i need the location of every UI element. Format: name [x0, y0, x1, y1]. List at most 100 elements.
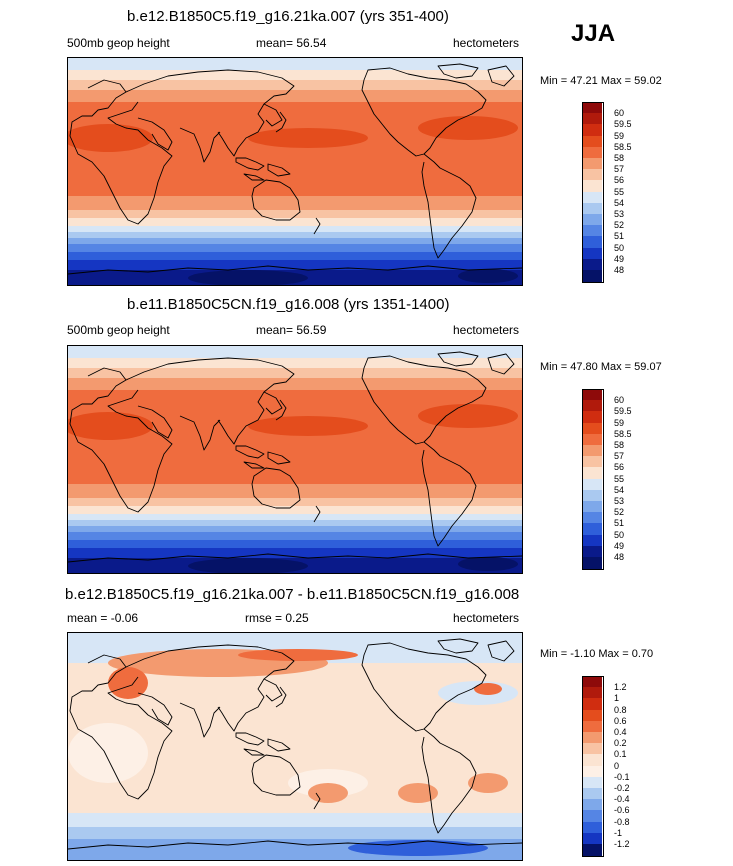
- labelbar-swatch: [582, 191, 602, 204]
- labelbar-swatch: [582, 765, 602, 778]
- contour-band: [68, 498, 522, 506]
- labelbar-swatch: [582, 169, 602, 181]
- labelbar-label: -0.4: [614, 794, 630, 805]
- labelbar-label: 0.8: [614, 704, 627, 715]
- panel-2-mean: mean= 56.59: [256, 323, 327, 337]
- labelbar-swatch: [582, 743, 602, 755]
- labelbar-swatch: [582, 180, 602, 193]
- labelbar-swatch: [582, 456, 602, 468]
- contour-band: [68, 514, 522, 520]
- contour-band: [68, 80, 522, 90]
- labelbar-label: 57: [614, 164, 625, 175]
- labelbar-label: 48: [614, 265, 625, 275]
- labelbar-swatch: [582, 258, 602, 271]
- contour-band: [68, 378, 522, 390]
- labelbar-label: 60: [614, 108, 625, 119]
- labelbar-swatch: [582, 445, 602, 457]
- panel-3-minmax: Min = -1.10 Max = 0.70: [540, 648, 654, 660]
- labelbar-label: 51: [614, 518, 625, 529]
- labelbar-label: 58.5: [614, 428, 632, 439]
- labelbar-label: 1.2: [614, 682, 627, 693]
- labelbar-swatch: [582, 467, 602, 480]
- contour-band: [68, 540, 522, 548]
- labelbar-label: -1: [614, 827, 623, 838]
- contour-blob: [68, 412, 153, 440]
- labelbar-swatch: [582, 501, 602, 513]
- labelbar-label: 58: [614, 153, 625, 163]
- labelbar-label: 52: [614, 220, 625, 231]
- labelbar-swatch: [582, 411, 602, 424]
- contour-blob: [348, 840, 488, 856]
- labelbar-swatch: [582, 776, 602, 789]
- labelbar-label: 50: [614, 242, 625, 253]
- panel-1-units: hectometers: [453, 36, 520, 50]
- contour-blob: [188, 270, 308, 285]
- contour-band: [68, 70, 522, 80]
- labelbar-swatch: [582, 158, 602, 170]
- labelbar-swatch: [582, 687, 602, 699]
- labelbar-swatch: [582, 124, 602, 137]
- contour-band: [68, 813, 522, 827]
- contour-band: [68, 232, 522, 238]
- labelbar-swatch: [582, 489, 602, 502]
- labelbar-label: -0.1: [614, 771, 630, 782]
- labelbar-swatch: [582, 214, 602, 226]
- labelbar-swatch: [582, 788, 602, 800]
- contour-band: [68, 526, 522, 532]
- labelbar-label: 59: [614, 417, 625, 428]
- panel-3-units: hectometers: [453, 611, 520, 625]
- labelbar-swatch: [582, 247, 602, 260]
- contour-band: [68, 506, 522, 514]
- labelbar-label: 60: [614, 395, 625, 406]
- contour-blob: [398, 783, 438, 803]
- labelbar-swatch: [582, 832, 602, 845]
- labelbar-label: 58.5: [614, 141, 632, 152]
- labelbar-swatch: [582, 202, 602, 215]
- contour-band: [68, 58, 522, 70]
- labelbar-label: 53: [614, 496, 625, 506]
- labelbar-label: 53: [614, 209, 625, 219]
- contour-blob: [68, 124, 153, 152]
- contour-blob: [418, 404, 518, 428]
- contour-band: [68, 827, 522, 839]
- labelbar-label: -0.6: [614, 805, 630, 816]
- labelbar-label: 58: [614, 440, 625, 450]
- labelbar-label: 55: [614, 473, 625, 484]
- contour-blob: [418, 116, 518, 140]
- labelbar-label: 56: [614, 462, 625, 473]
- labelbar-swatch: [582, 844, 602, 856]
- labelbar-label: 0.2: [614, 738, 627, 749]
- contour-band: [68, 238, 522, 244]
- panel-2-contours: [68, 346, 522, 573]
- labelbar-swatch: [582, 821, 602, 834]
- panel-3-mean: mean = -0.06: [67, 611, 139, 625]
- labelbar-swatch: [582, 135, 602, 148]
- labelbar-swatch: [582, 754, 602, 767]
- labelbar-label: 59.5: [614, 119, 632, 130]
- labelbar-label: 56: [614, 175, 625, 186]
- labelbar-swatch: [582, 523, 602, 536]
- panel-3-map: [67, 632, 523, 861]
- contour-blob: [468, 773, 508, 793]
- labelbar-swatch: [582, 146, 602, 159]
- labelbar-swatch: [582, 676, 602, 688]
- labelbar-label: 50: [614, 529, 625, 540]
- labelbar-swatch: [582, 534, 602, 547]
- contour-blob: [474, 683, 502, 695]
- panel-1-variable-label: 500mb geop height: [67, 36, 170, 50]
- labelbar-label: -1.2: [614, 839, 630, 849]
- labelbar-swatch: [582, 236, 602, 249]
- panel-3-contours: [68, 633, 522, 860]
- labelbar-swatch: [582, 422, 602, 435]
- labelbar-label: 0.6: [614, 715, 627, 726]
- contour-blob: [458, 269, 518, 283]
- contour-band: [68, 390, 522, 404]
- contour-blob: [238, 649, 358, 661]
- contour-band: [68, 210, 522, 218]
- labelbar-swatch: [582, 225, 602, 237]
- panel-2-map: [67, 345, 523, 574]
- panel-3-title: b.e12.B1850C5.f19_g16.21ka.007 - b.e11.B…: [65, 586, 520, 603]
- panel-2-units: hectometers: [453, 323, 520, 337]
- contour-band: [68, 260, 522, 270]
- labelbar-label: 1: [614, 693, 620, 704]
